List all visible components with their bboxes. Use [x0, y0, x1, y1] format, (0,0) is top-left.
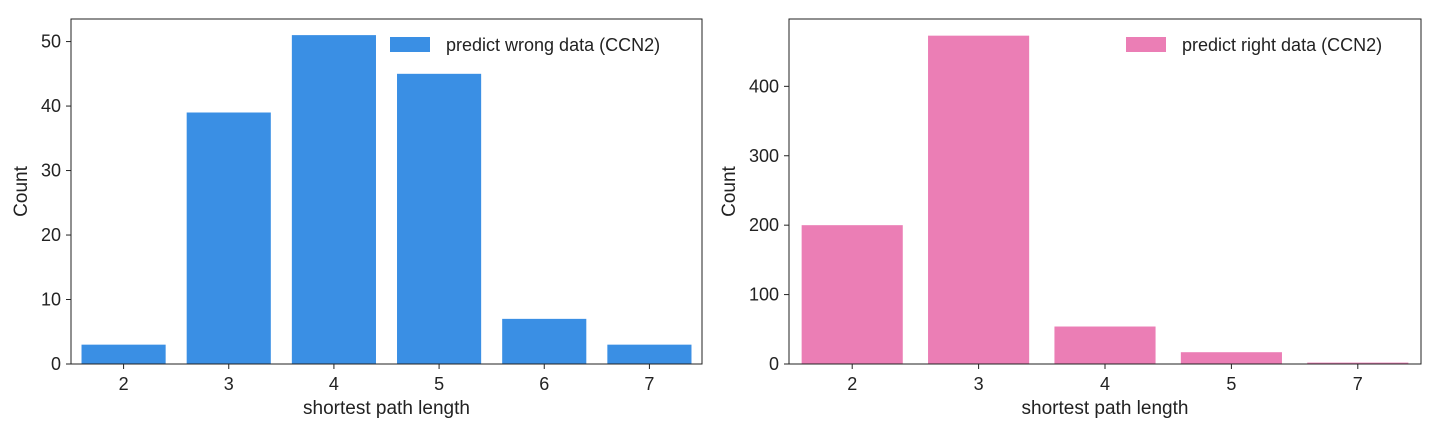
x-tick-label: 2	[119, 374, 129, 394]
bar	[81, 344, 166, 364]
legend: predict right data (CCN2)	[1126, 35, 1382, 55]
x-tick-label: 4	[329, 374, 339, 394]
bar	[607, 344, 692, 364]
bar	[1307, 362, 1409, 364]
y-tick-label: 100	[749, 285, 779, 305]
y-tick-label: 200	[749, 215, 779, 235]
x-tick-label: 5	[1226, 374, 1236, 394]
bar	[1180, 352, 1282, 364]
legend: predict wrong data (CCN2)	[390, 35, 660, 55]
x-tick-label: 7	[1353, 374, 1363, 394]
y-tick-label: 300	[749, 146, 779, 166]
legend-label: predict right data (CCN2)	[1182, 35, 1382, 55]
y-tick-label: 50	[41, 32, 61, 52]
y-axis-label: Count	[11, 165, 32, 216]
y-tick-label: 30	[41, 161, 61, 181]
bar	[186, 112, 271, 364]
y-tick-label: 400	[749, 76, 779, 96]
y-tick-label: 20	[41, 225, 61, 245]
plot-frame	[70, 18, 703, 365]
y-tick-label: 10	[41, 290, 61, 310]
chart-panel-1: 2 3 4 5 6 7 0 10 20 30 40 50 shortest path length Cou…	[11, 18, 703, 419]
y-axis-label: Count	[719, 165, 740, 216]
y-tick-label: 0	[769, 354, 779, 374]
x-axis-label: shortest path length	[1022, 398, 1189, 419]
bar	[928, 35, 1030, 364]
chart-panel-2: 2 3 4 5 7 0 100 200 300 400 shortest path length Co…	[719, 18, 1422, 419]
y-tick-label: 40	[41, 96, 61, 116]
x-tick-label: 7	[644, 374, 654, 394]
x-tick-label: 4	[1100, 374, 1110, 394]
legend-label: predict wrong data (CCN2)	[446, 35, 660, 55]
x-axis-label: shortest path length	[303, 398, 470, 419]
bar	[397, 73, 482, 364]
bar	[502, 318, 587, 364]
legend-swatch	[390, 37, 430, 52]
bar	[1054, 326, 1156, 364]
x-tick-label: 3	[224, 374, 234, 394]
x-tick-label: 6	[539, 374, 549, 394]
legend-swatch	[1126, 37, 1166, 52]
x-tick-label: 5	[434, 374, 444, 394]
x-tick-label: 2	[847, 374, 857, 394]
bar	[801, 225, 903, 364]
bar	[291, 35, 376, 365]
x-tick-label: 3	[974, 374, 984, 394]
y-tick-label: 0	[51, 354, 61, 374]
